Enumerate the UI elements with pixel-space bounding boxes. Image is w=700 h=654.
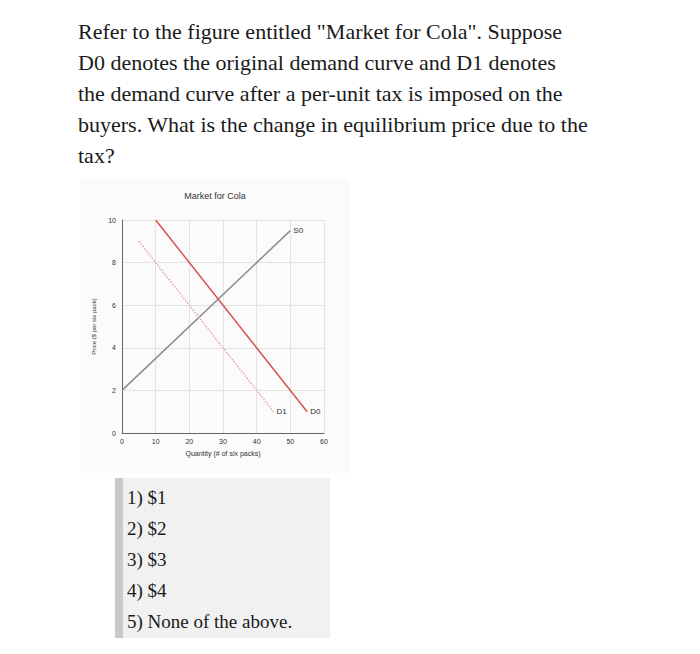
html-text:D0 denotes the original demand: D0 denotes the original demand curve and… [78,50,556,75]
svg-text:0: 0 [120,438,124,445]
svg-text:D0: D0 [310,407,321,416]
svg-text:8: 8 [112,259,116,266]
svg-text:0: 0 [112,430,116,437]
svg-text:S0: S0 [293,226,303,235]
svg-text:40: 40 [253,438,261,445]
html-text:3) $3: 3) $3 [127,549,167,570]
svg-text:Price ($ per six pack): Price ($ per six pack) [91,298,97,354]
html-text:5) None of the above.: 5) None of the above. [127,611,293,632]
svg-text:2: 2 [112,387,116,394]
svg-text:10: 10 [152,438,160,445]
html-text:Refer to the figure entitled ": Refer to the figure entitled "Market for… [78,19,563,44]
svg-text:6: 6 [112,302,116,309]
html-text:1) $1: 1) $1 [127,487,167,508]
svg-text:Quantity (# of six packs): Quantity (# of six packs) [185,450,260,458]
svg-text:D1: D1 [277,407,288,416]
html-text:2) $2: 2) $2 [127,518,167,539]
html-text:buyers. What is the change in: buyers. What is the change in equilibriu… [78,112,588,137]
svg-text:20: 20 [185,438,193,445]
svg-text:30: 30 [219,438,227,445]
html-text:4) $4: 4) $4 [127,580,167,601]
html-text:the demand curve after a per-u: the demand curve after a per-unit tax is… [78,81,563,106]
svg-text:60: 60 [320,438,328,445]
html-text:tax?: tax? [78,143,115,168]
svg-text:Market for Cola: Market for Cola [184,191,246,201]
svg-text:50: 50 [286,438,294,445]
svg-text:10: 10 [108,217,116,224]
svg-text:4: 4 [112,344,116,351]
